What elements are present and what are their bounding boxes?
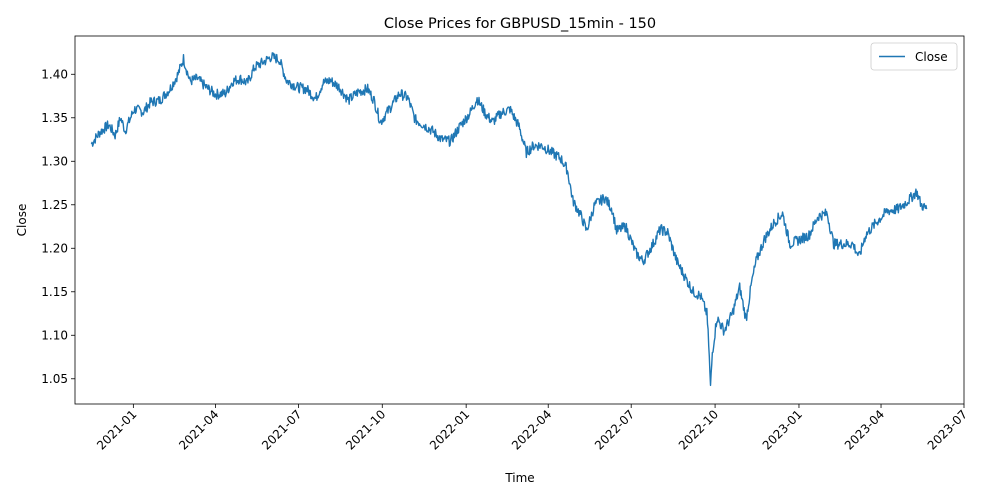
y-tick-label: 1.40	[41, 67, 68, 81]
y-tick-label: 1.25	[41, 198, 68, 212]
legend: Close	[870, 42, 958, 71]
y-tick-label: 1.05	[41, 372, 68, 386]
plot-area	[90, 52, 928, 387]
legend-label-close: Close	[915, 50, 948, 64]
plot-frame	[74, 35, 965, 405]
y-axis-label: Close	[15, 204, 29, 237]
x-axis-label: Time	[504, 471, 534, 485]
chart-title: Close Prices for GBPUSD_15min - 150	[384, 16, 656, 32]
y-tick-label: 1.15	[41, 285, 68, 299]
y-tick-label: 1.20	[41, 241, 68, 255]
legend-box	[870, 42, 958, 71]
y-tick-label: 1.35	[41, 111, 68, 125]
series-line-close	[90, 52, 928, 387]
y-tick-label: 1.10	[41, 328, 68, 342]
y-tick-label: 1.30	[41, 154, 68, 168]
y-axis: 1.05 1.10 1.15 1.20 1.25 1.30 1.35 1.40	[41, 67, 75, 386]
